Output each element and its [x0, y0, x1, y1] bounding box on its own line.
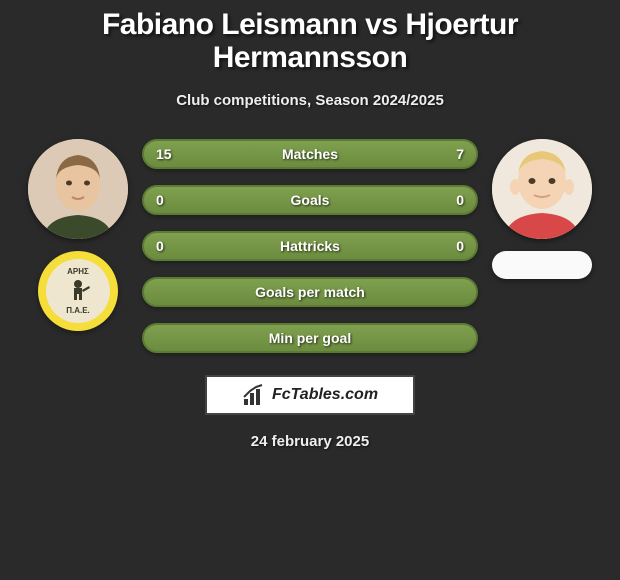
- stat-left-value: 0: [156, 238, 164, 254]
- player-left-club-badge: ΑΡΗΣ Π.Α.Ε.: [38, 251, 118, 331]
- page-title: Fabiano Leismann vs Hjoertur Hermannsson: [0, 8, 620, 74]
- player-right-club-badge: [492, 251, 592, 279]
- brand-text: FcTables.com: [272, 386, 378, 404]
- stat-label: Hattricks: [280, 238, 340, 254]
- main-row: ΑΡΗΣ Π.Α.Ε. 15 Matches 7 0 Goals: [0, 139, 620, 353]
- bar-chart-icon: [242, 383, 266, 407]
- comparison-card: Fabiano Leismann vs Hjoertur Hermannsson…: [0, 0, 620, 450]
- person-icon: [28, 139, 128, 239]
- subtitle: Club competitions, Season 2024/2025: [0, 92, 620, 109]
- stat-left-value: 15: [156, 146, 172, 162]
- stats-column: 15 Matches 7 0 Goals 0 0 Hattricks 0 Goa…: [142, 139, 478, 353]
- player-left-avatar: [28, 139, 128, 239]
- club-name-bottom: Π.Α.Ε.: [66, 306, 90, 315]
- stat-label: Goals per match: [255, 284, 365, 300]
- stat-right-value: 7: [456, 146, 464, 162]
- stat-row-goals-per-match: Goals per match: [142, 277, 478, 307]
- stat-label: Goals: [291, 192, 330, 208]
- player-left-col: ΑΡΗΣ Π.Α.Ε.: [26, 139, 130, 331]
- stat-row-matches: 15 Matches 7: [142, 139, 478, 169]
- player-right-col: [490, 139, 594, 279]
- club-name-top: ΑΡΗΣ: [67, 267, 89, 276]
- brand-badge: FcTables.com: [205, 375, 415, 415]
- player-right-avatar: [492, 139, 592, 239]
- stat-right-value: 0: [456, 192, 464, 208]
- stat-row-hattricks: 0 Hattricks 0: [142, 231, 478, 261]
- club-crest-icon: ΑΡΗΣ Π.Α.Ε.: [46, 259, 110, 323]
- stat-row-goals: 0 Goals 0: [142, 185, 478, 215]
- stat-right-value: 0: [456, 238, 464, 254]
- stat-label: Matches: [282, 146, 338, 162]
- club-figure-icon: [63, 276, 93, 306]
- stat-left-value: 0: [156, 192, 164, 208]
- date-text: 24 february 2025: [0, 433, 620, 450]
- person-icon: [492, 139, 592, 239]
- stat-label: Min per goal: [269, 330, 351, 346]
- stat-row-min-per-goal: Min per goal: [142, 323, 478, 353]
